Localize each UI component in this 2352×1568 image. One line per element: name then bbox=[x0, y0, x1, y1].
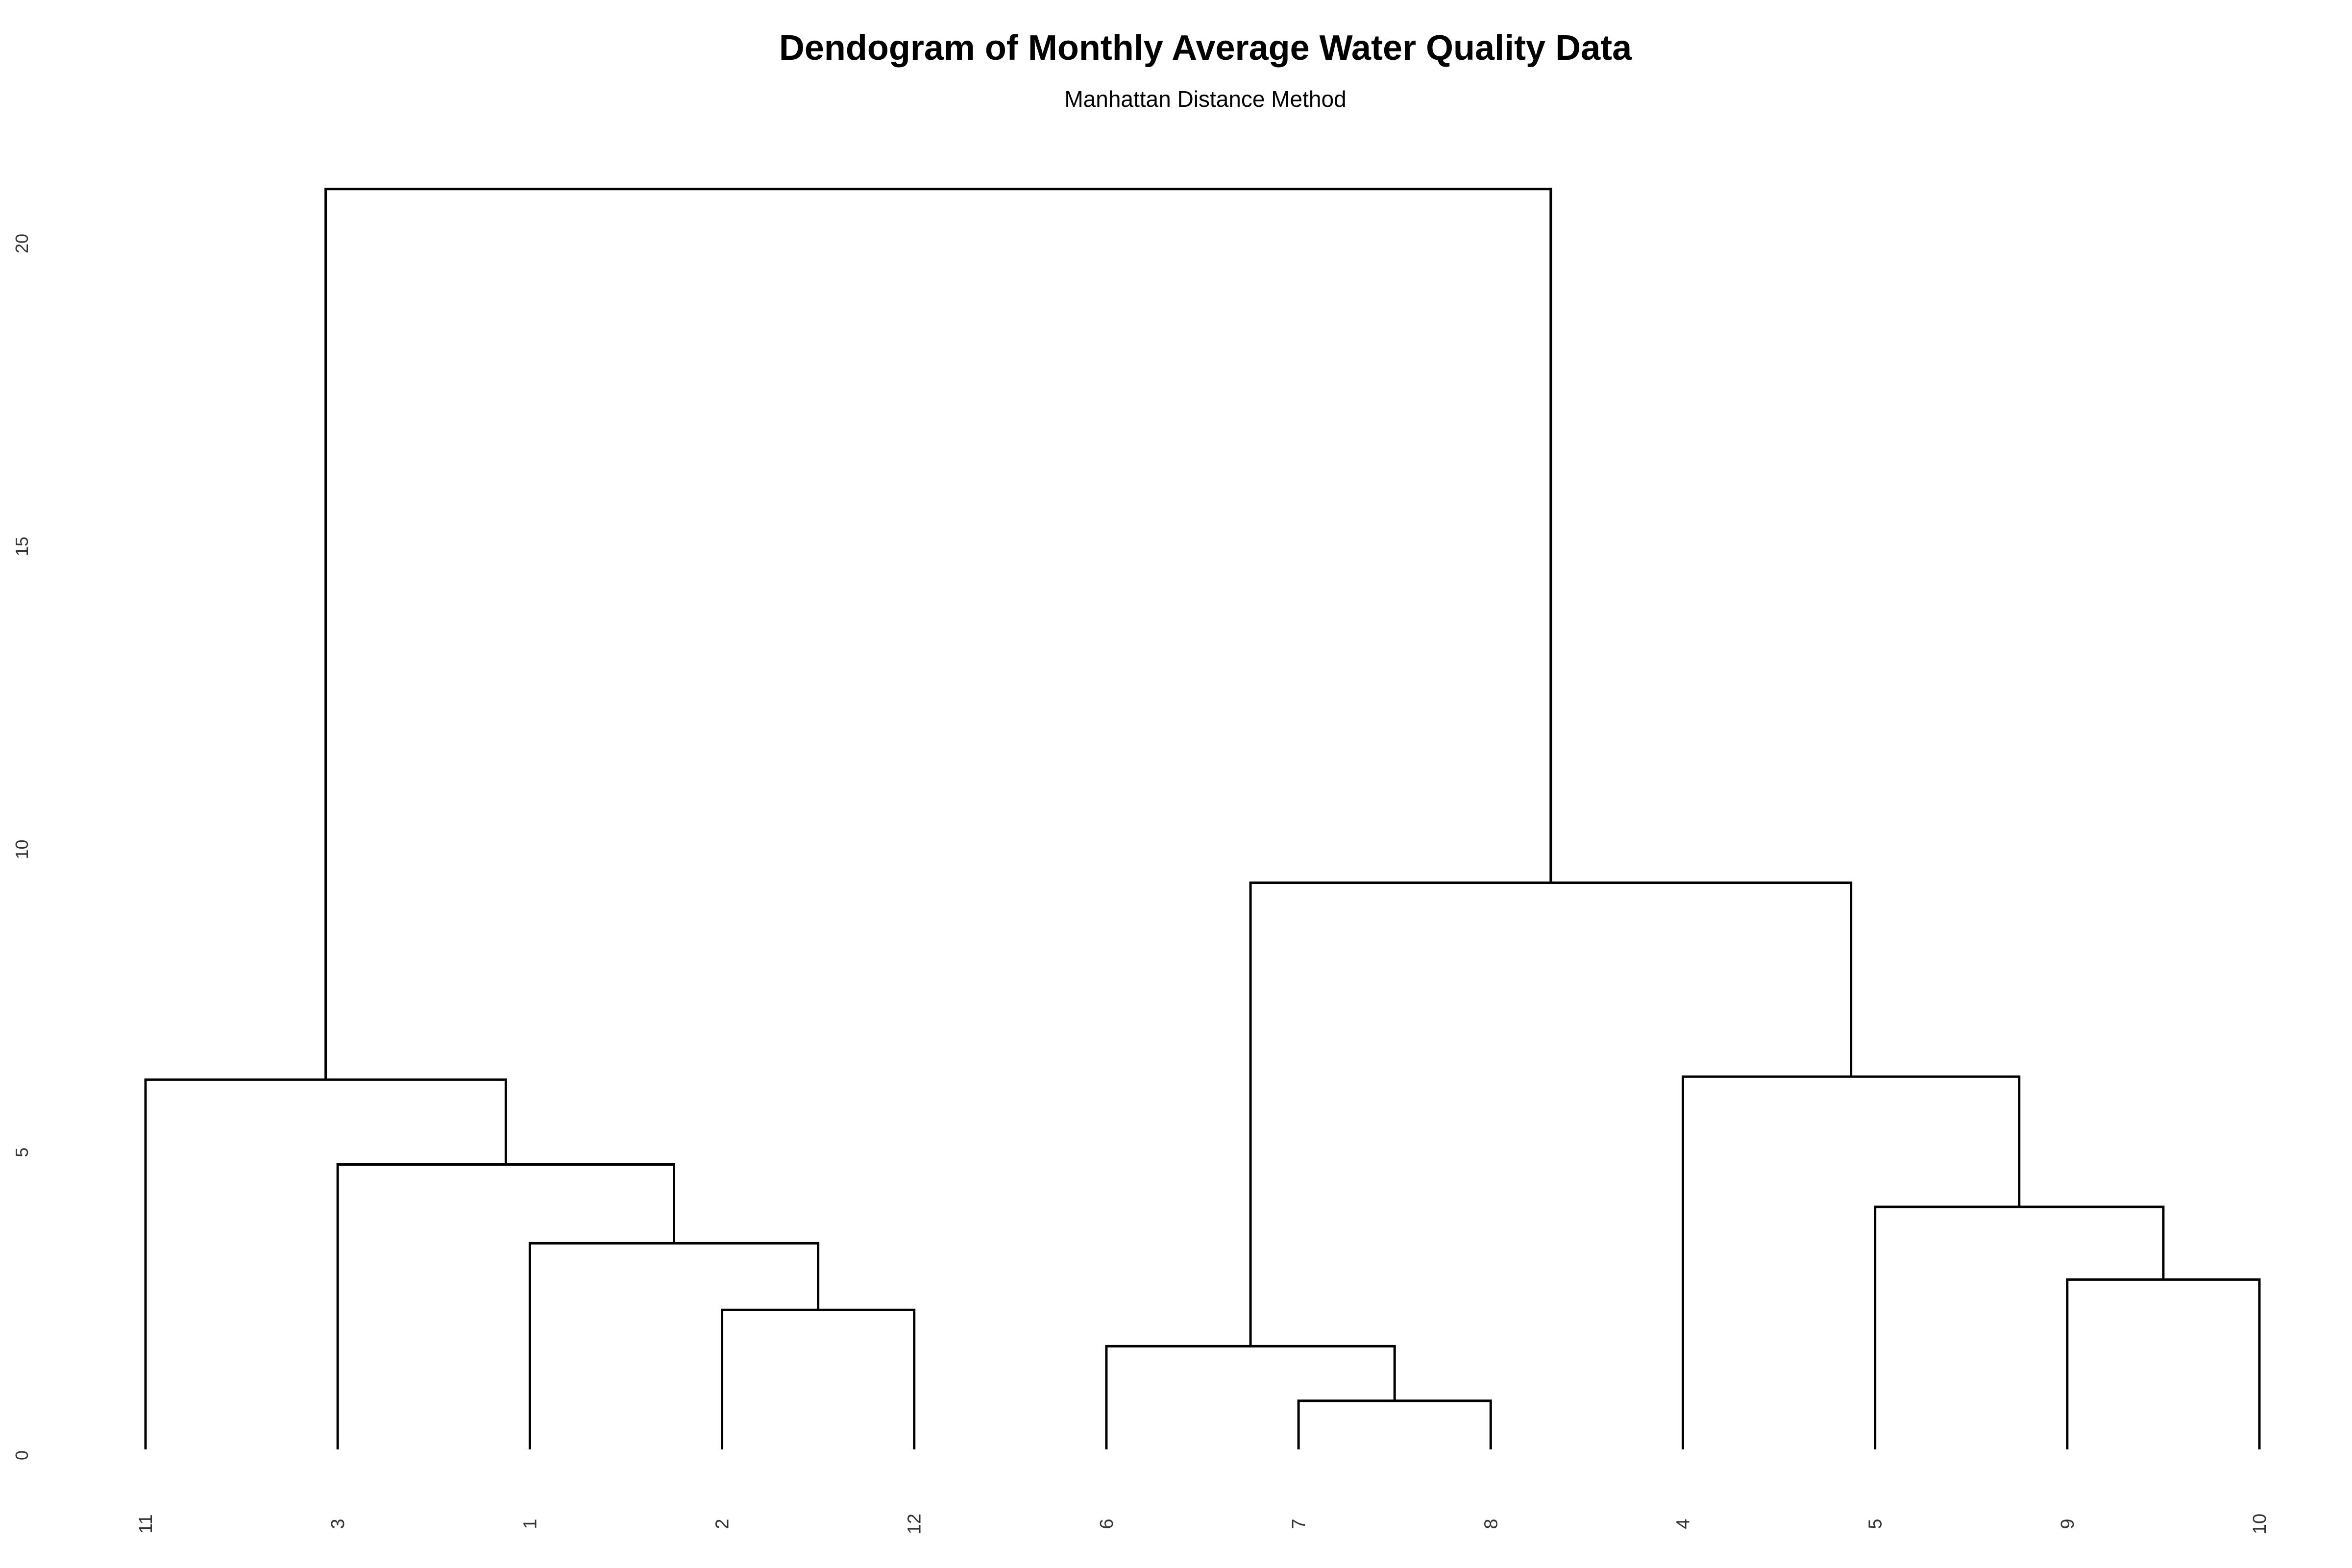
dendrogram-link bbox=[1874, 1205, 2165, 1449]
leaf-label: 3 bbox=[328, 1519, 348, 1529]
y-tick-label: 20 bbox=[12, 234, 32, 253]
chart-subtitle: Manhattan Distance Method bbox=[1064, 86, 1346, 112]
leaf-label: 4 bbox=[1673, 1519, 1693, 1529]
leaf-label: 11 bbox=[136, 1514, 156, 1533]
dendrogram-link bbox=[1681, 1075, 2021, 1449]
dendrogram-link bbox=[324, 188, 1552, 1080]
dendrogram-link bbox=[1105, 1345, 1396, 1449]
leaf-label: 2 bbox=[712, 1519, 733, 1529]
leaf-label: 8 bbox=[1481, 1519, 1501, 1529]
leaf-labels: 11 3 1 2 12 6 7 8 4 5 9 10 bbox=[136, 1514, 2270, 1534]
dendrogram-links bbox=[144, 188, 2261, 1449]
leaf-label: 5 bbox=[1865, 1519, 1886, 1529]
leaf-label: 12 bbox=[905, 1514, 925, 1534]
dendrogram-link bbox=[144, 1078, 507, 1449]
dendrogram-link bbox=[2066, 1278, 2261, 1449]
leaf-label: 1 bbox=[520, 1519, 540, 1529]
y-tick-label: 10 bbox=[12, 839, 32, 859]
dendrogram-link bbox=[721, 1308, 916, 1449]
y-tick-label: 0 bbox=[12, 1450, 32, 1460]
dendrogram-link bbox=[1249, 882, 1853, 1347]
dendrogram-link bbox=[528, 1242, 820, 1449]
y-tick-label: 15 bbox=[12, 537, 32, 556]
dendrogram-link bbox=[336, 1163, 675, 1449]
y-tick-label: 5 bbox=[12, 1148, 32, 1157]
y-axis: 0 5 10 15 20 bbox=[12, 234, 32, 1460]
leaf-label: 10 bbox=[2250, 1514, 2270, 1534]
leaf-label: 9 bbox=[2058, 1519, 2078, 1529]
chart-title: Dendogram of Monthly Average Water Quali… bbox=[779, 28, 1632, 68]
dendrogram-link bbox=[1297, 1399, 1492, 1449]
leaf-label: 6 bbox=[1097, 1519, 1117, 1529]
leaf-label: 7 bbox=[1289, 1519, 1309, 1529]
